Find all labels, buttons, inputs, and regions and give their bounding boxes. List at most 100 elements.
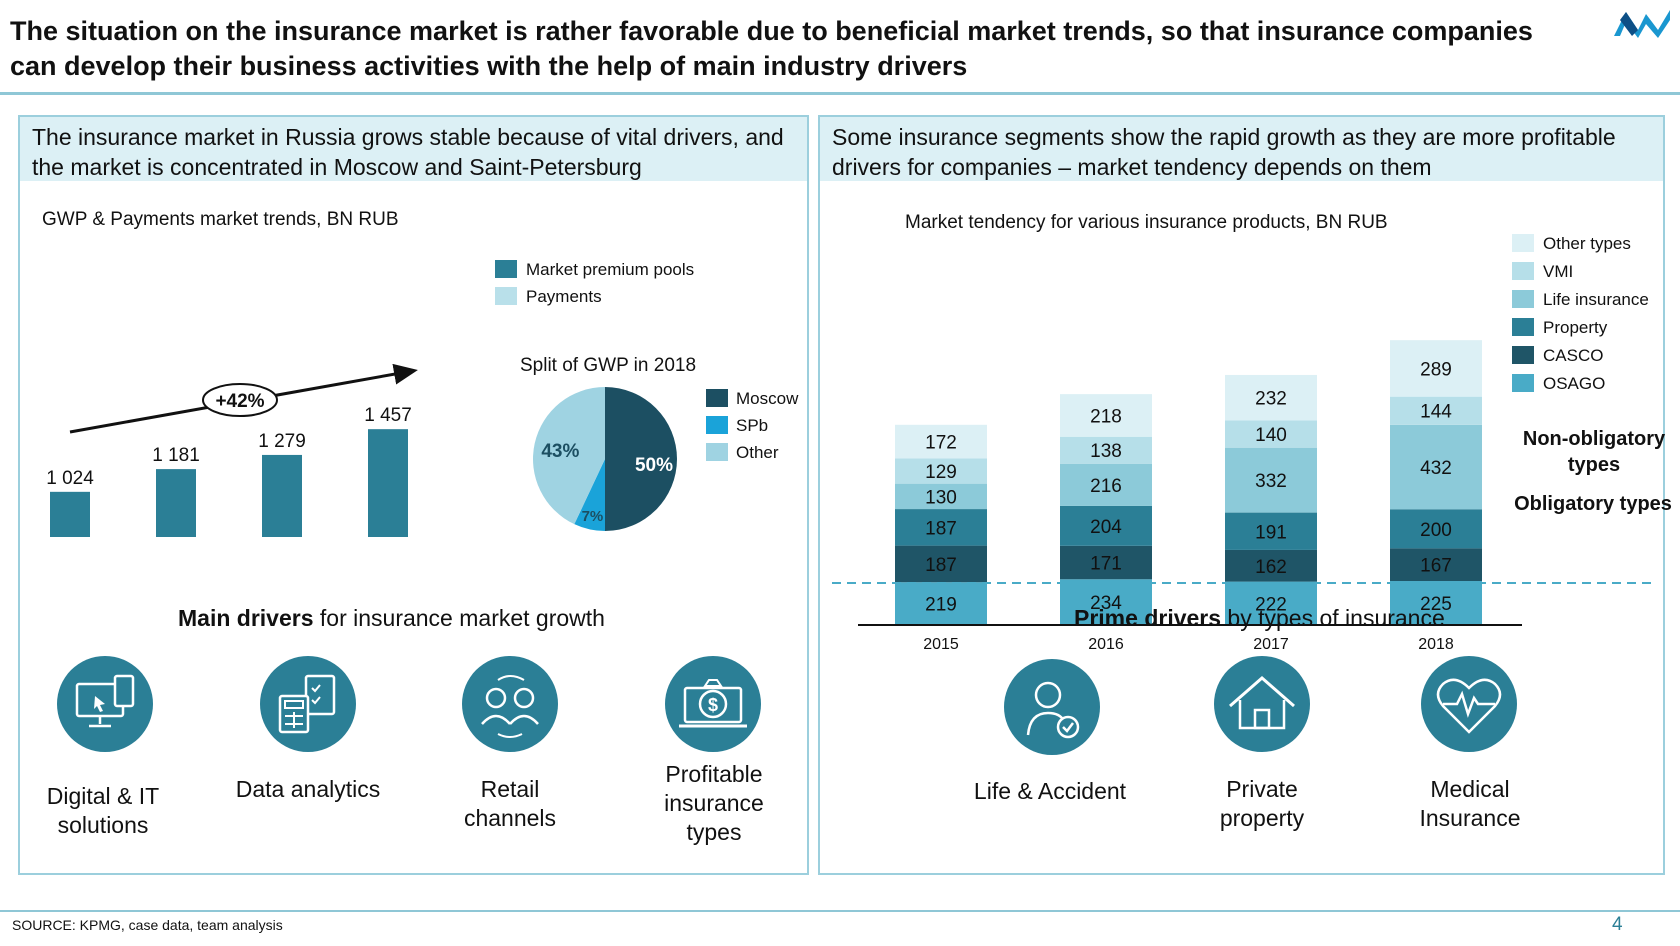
right-panel-header: Some insurance segments show the rapid g…	[820, 117, 1663, 181]
svg-text:$: $	[708, 695, 718, 715]
legend-swatch-other-types	[1512, 234, 1534, 252]
stack-value-label: 129	[925, 462, 957, 483]
source-note: SOURCE: KPMG, case data, team analysis	[12, 917, 283, 933]
stack-value-label: 162	[1255, 557, 1287, 578]
stack-x-tick: 2015	[923, 636, 959, 653]
legend-label-payments: Payments	[526, 287, 602, 306]
legend-label-spb: SPb	[736, 416, 769, 435]
stack-value-label: 219	[925, 595, 957, 616]
legend-swatch-casco	[1512, 346, 1534, 364]
stack-segment-other-types-2017	[1225, 374, 1317, 421]
stack-value-label: 191	[1255, 522, 1287, 543]
pie-chart-title: Split of GWP in 2018	[520, 355, 697, 376]
stack-value-label: 225	[1420, 594, 1452, 615]
gwp-value-label: 1 279	[258, 431, 306, 452]
stack-value-label: 289	[1420, 359, 1452, 380]
stack-value-label: 222	[1255, 594, 1287, 615]
stack-value-label: 200	[1420, 520, 1452, 541]
stack-value-label: 187	[925, 555, 957, 576]
stack-segment-casco-2017	[1225, 549, 1317, 582]
stack-segment-vmi-2015	[895, 458, 987, 484]
legend-swatch-spb	[706, 416, 728, 434]
legend-label-other-types: Other types	[1543, 234, 1631, 253]
stack-segment-life-insurance-2016	[1060, 463, 1152, 506]
people-exchange-icon	[462, 656, 558, 752]
gwp-bar-premium-2018	[368, 429, 408, 537]
stack-value-label: 138	[1090, 441, 1122, 462]
driver-label-life: Life & Accident	[973, 778, 1127, 804]
driver-label-digital: Digital & IT solutions	[46, 783, 160, 838]
pie-slice-label: 43%	[541, 441, 579, 462]
stack-segment-property-2015	[895, 509, 987, 546]
obligatory-label: Obligatory types	[1514, 493, 1672, 515]
legend-label-vmi: VMI	[1543, 262, 1574, 281]
top-divider	[0, 92, 1680, 95]
growth-badge	[202, 383, 278, 417]
stack-value-label: 204	[1090, 517, 1122, 538]
stack-value-label: 171	[1090, 554, 1122, 575]
stack-segment-osago-2016	[1060, 579, 1152, 625]
stack-x-tick: 2016	[1088, 636, 1124, 653]
stack-x-tick: 2018	[1418, 636, 1454, 653]
stack-segment-osago-2015	[895, 582, 987, 625]
stack-segment-casco-2018	[1390, 548, 1482, 582]
non-obligatory-label: Non-obligatory types	[1522, 428, 1666, 476]
stack-value-label: 234	[1090, 593, 1122, 614]
gwp-bar-premium-2017	[262, 454, 302, 537]
pie-slice-moscow	[605, 387, 677, 531]
legend-label-premium: Market premium pools	[526, 260, 695, 279]
stack-segment-life-insurance-2017	[1225, 447, 1317, 513]
stack-value-label: 144	[1420, 402, 1452, 423]
left-panel-header: The insurance market in Russia grows sta…	[20, 117, 807, 181]
legend-label-life-insurance: Life insurance	[1543, 290, 1649, 309]
stack-segment-life-insurance-2015	[895, 483, 987, 510]
legend-swatch-payments	[495, 287, 517, 305]
gwp-value-label: 1 024	[46, 468, 94, 489]
gwp-value-label: 1 181	[152, 445, 200, 466]
stack-segment-life-insurance-2018	[1390, 424, 1482, 510]
pie-slice-label: 50%	[635, 455, 673, 476]
stack-segment-vmi-2017	[1225, 420, 1317, 448]
left-panel: The insurance market in Russia grows sta…	[18, 115, 809, 875]
company-logo	[1614, 10, 1670, 38]
bottom-divider	[0, 910, 1680, 912]
person-check-icon	[1004, 659, 1100, 755]
stack-segment-casco-2015	[895, 545, 987, 583]
stack-value-label: 332	[1255, 471, 1287, 492]
calculator-clipboard-icon	[260, 656, 356, 752]
stack-value-label: 187	[925, 518, 957, 539]
stack-value-label: 167	[1420, 556, 1452, 577]
stack-value-label: 140	[1255, 425, 1287, 446]
market-tendency-stacked-chart: 219 187 187 130 129 172 2015 234 171 204 216 138 218…	[832, 340, 1656, 653]
legend-label-other: Other	[736, 443, 779, 462]
money-bag-laptop-icon: $	[665, 656, 761, 752]
page-title: The situation on the insurance market is…	[10, 16, 1533, 81]
legend-swatch-premium	[495, 260, 517, 278]
growth-annotation: +42%	[215, 391, 264, 412]
legend-swatch-life-insurance	[1512, 290, 1534, 308]
stack-value-label: 216	[1090, 476, 1122, 497]
gwp-value-label: 1 457	[364, 405, 412, 426]
stack-value-label: 218	[1090, 406, 1122, 427]
main-drivers-title: Main drivers for insurance market growth	[178, 605, 605, 631]
driver-label-data: Data analytics	[235, 776, 381, 802]
stack-value-label: 232	[1255, 389, 1287, 410]
computer-icon	[57, 656, 153, 752]
stack-segment-other-types-2016	[1060, 394, 1152, 437]
gwp-bar-premium-2015	[50, 491, 90, 537]
legend-swatch-other	[706, 443, 728, 461]
gwp-bar-premium-2016	[156, 469, 196, 537]
pie-slice-label: 7%	[582, 508, 604, 525]
driver-label-property: Private property	[1219, 776, 1305, 831]
driver-label-medical: Medical Insurance	[1419, 776, 1521, 831]
gwp-bar-chart: +42% 1 02450920151 18150620161 279510201…	[46, 363, 418, 537]
pie-slice-spb	[574, 459, 605, 531]
legend-swatch-osago	[1512, 374, 1534, 392]
stack-value-label: 432	[1420, 458, 1452, 479]
stack-x-tick: 2017	[1253, 636, 1289, 653]
legend-swatch-vmi	[1512, 262, 1534, 280]
stacked-chart-title: Market tendency for various insurance pr…	[905, 212, 1388, 233]
legend-label-casco: CASCO	[1543, 346, 1604, 365]
stack-segment-vmi-2016	[1060, 436, 1152, 464]
driver-label-profitable: Profitable insurance types	[664, 761, 764, 845]
